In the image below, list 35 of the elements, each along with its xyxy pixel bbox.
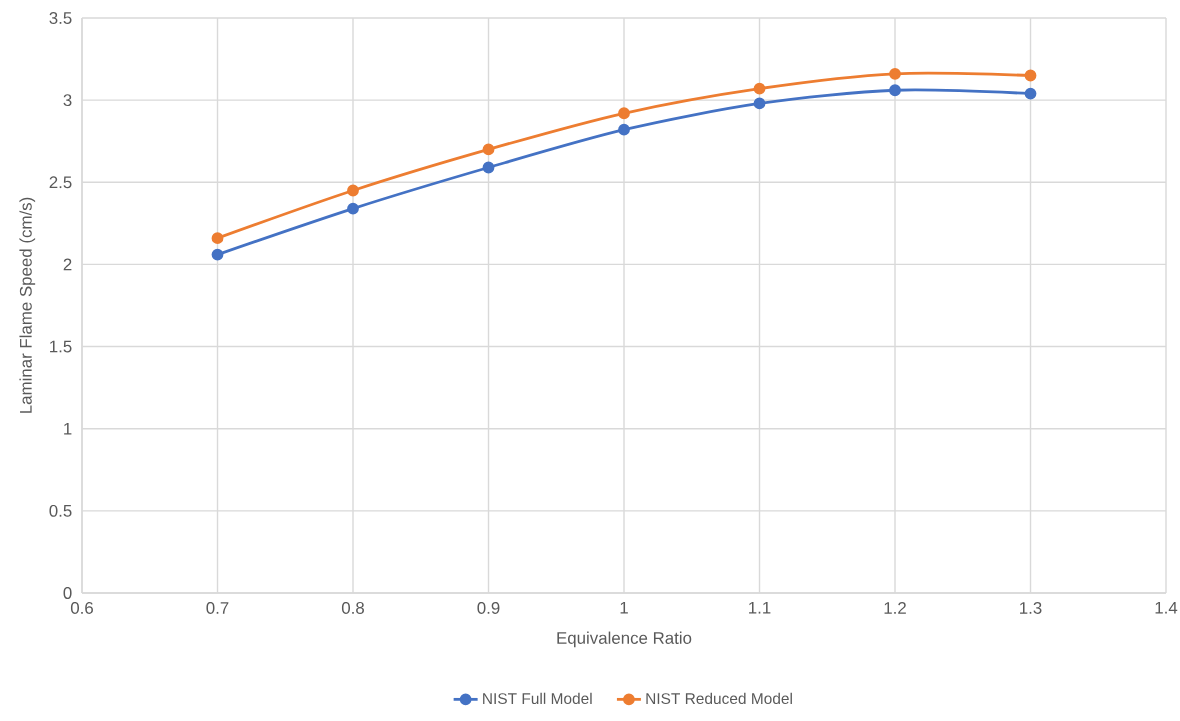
point bbox=[347, 184, 359, 197]
point bbox=[889, 84, 901, 97]
point bbox=[889, 67, 901, 80]
x-tick-label: 1.3 bbox=[1020, 601, 1042, 614]
y-axis-title: Laminar Flame Speed (cm/s) bbox=[19, 197, 36, 413]
x-tick-label: 0.8 bbox=[341, 601, 364, 614]
point bbox=[753, 97, 766, 110]
x-tick-label: 0.7 bbox=[206, 601, 229, 614]
point bbox=[618, 123, 630, 136]
x-tick-label: 1.2 bbox=[884, 601, 906, 614]
point bbox=[618, 107, 630, 120]
point bbox=[482, 143, 495, 156]
y-tick-label: 0 bbox=[63, 587, 72, 599]
y-tick-label: 3.5 bbox=[49, 12, 72, 24]
point bbox=[211, 232, 224, 245]
y-tick-label: 1.5 bbox=[50, 340, 72, 353]
legend-label: NIST Full Model bbox=[483, 692, 592, 705]
y-tick-label: 3 bbox=[63, 94, 72, 107]
y-tick-label: 2.5 bbox=[49, 176, 72, 189]
point bbox=[347, 202, 359, 215]
x-tick-label: 1 bbox=[620, 601, 628, 614]
x-tick-label: 1.4 bbox=[1155, 601, 1178, 614]
y-tick-label: 0.5 bbox=[49, 504, 72, 517]
point bbox=[1024, 69, 1037, 82]
point bbox=[753, 82, 766, 95]
legend-label: NIST Reduced Model bbox=[646, 692, 792, 705]
point bbox=[211, 248, 224, 261]
x-axis-title: Equivalence Ratio bbox=[557, 631, 692, 648]
point bbox=[482, 161, 495, 174]
y-tick-label: 2 bbox=[63, 258, 72, 271]
y-tick-label: 1 bbox=[64, 422, 72, 435]
x-tick-label: 0.9 bbox=[477, 601, 500, 614]
x-tick-label: 1.1 bbox=[749, 601, 771, 614]
x-tick-label: 0.6 bbox=[70, 601, 93, 614]
point bbox=[1024, 87, 1037, 100]
